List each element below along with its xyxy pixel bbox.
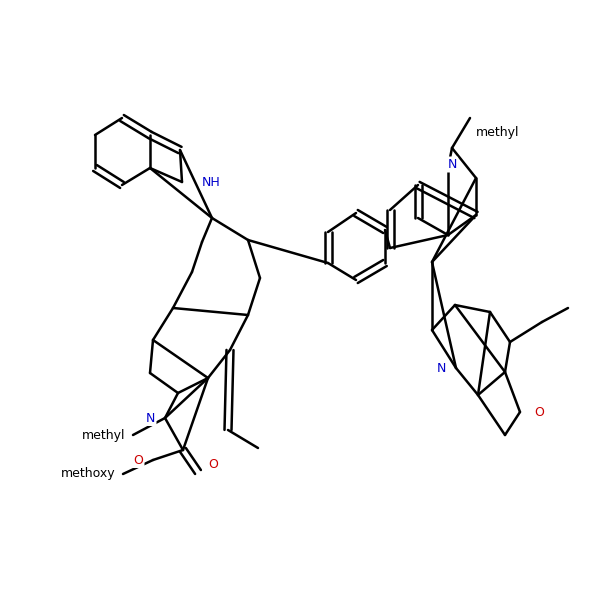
Text: O: O bbox=[534, 406, 544, 419]
Text: O: O bbox=[133, 454, 143, 467]
Text: methyl: methyl bbox=[82, 428, 125, 442]
Text: methyl: methyl bbox=[476, 126, 520, 139]
Text: N: N bbox=[437, 361, 446, 374]
Text: N: N bbox=[146, 412, 155, 425]
Text: NH: NH bbox=[202, 175, 221, 188]
Text: N: N bbox=[448, 158, 457, 171]
Text: methoxy: methoxy bbox=[61, 467, 115, 481]
Text: O: O bbox=[208, 457, 218, 470]
